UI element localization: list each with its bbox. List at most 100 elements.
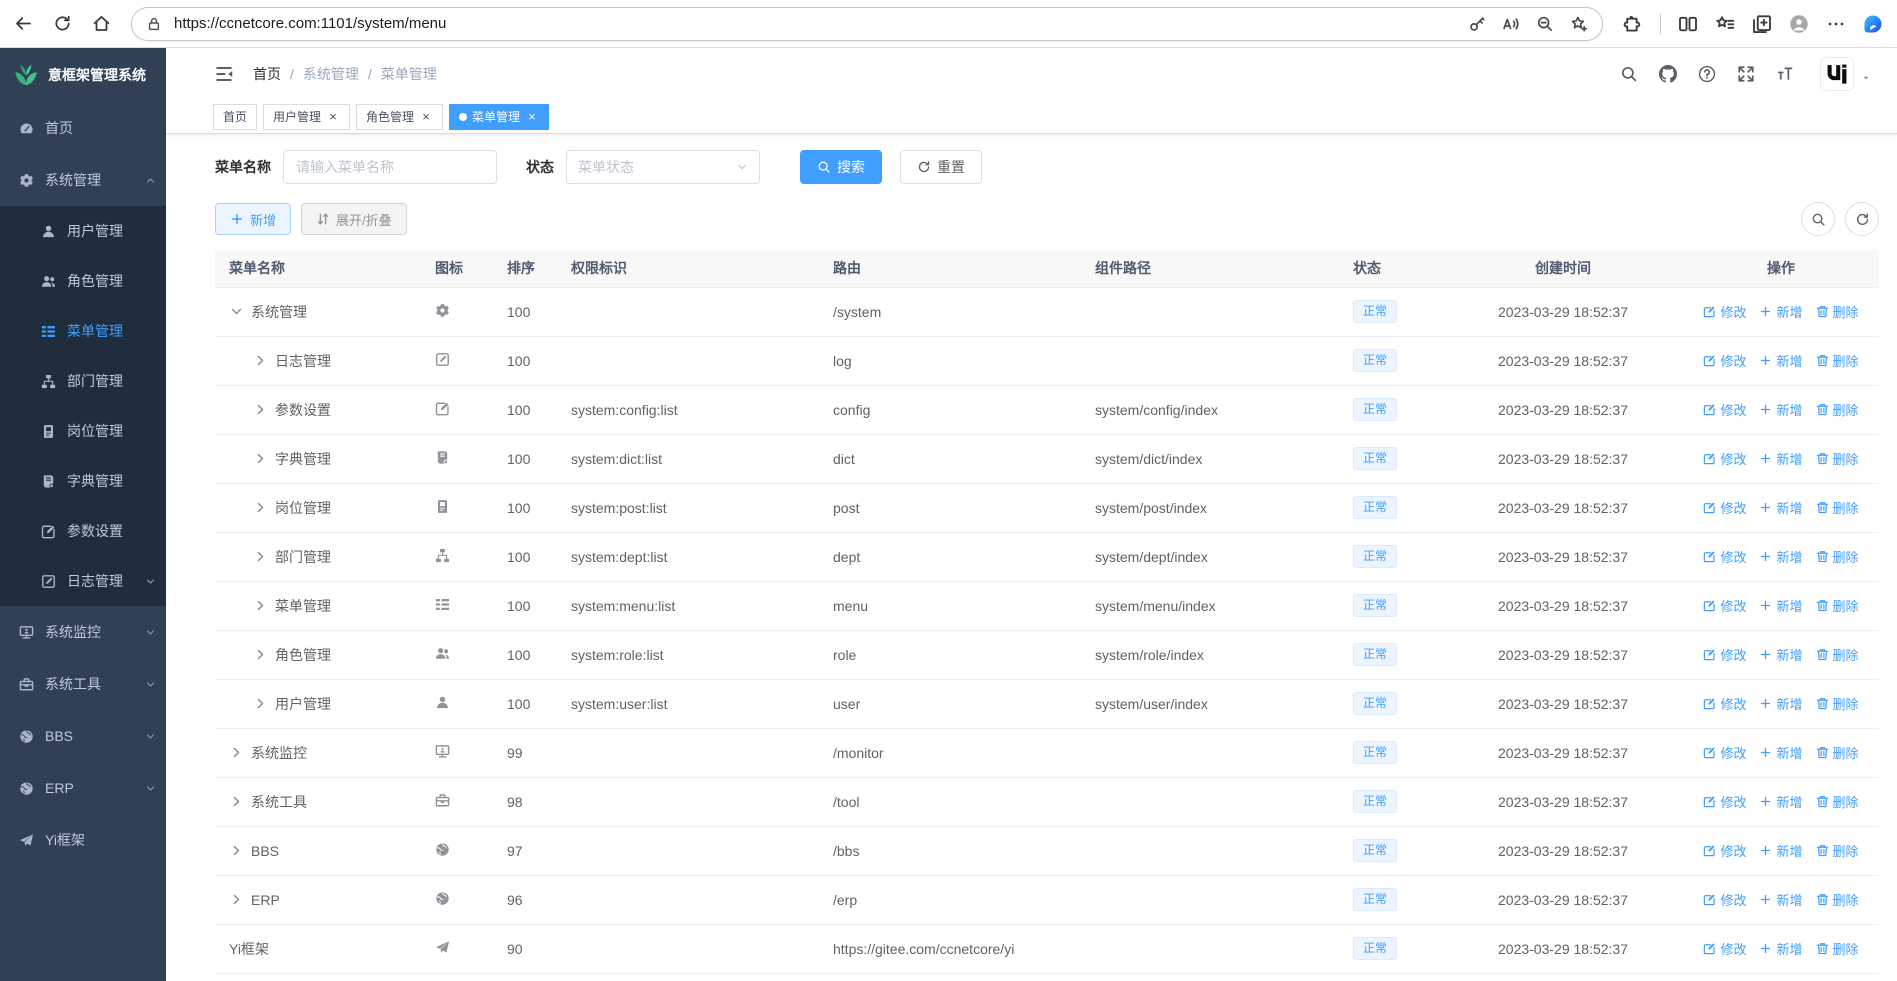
add-action[interactable]: 新增 <box>1759 449 1803 468</box>
tab-用户管理[interactable]: 用户管理 × <box>263 103 351 130</box>
add-action[interactable]: 新增 <box>1759 351 1803 370</box>
expand-collapse-button[interactable]: 展开/折叠 <box>301 203 407 235</box>
expand-row-icon[interactable] <box>229 745 244 760</box>
add-action[interactable]: 新增 <box>1759 547 1803 566</box>
tab-close-icon[interactable]: × <box>329 109 337 124</box>
avatar[interactable] <box>1820 57 1854 91</box>
expand-row-icon[interactable] <box>253 549 268 564</box>
edit-action[interactable]: 修改 <box>1703 939 1746 958</box>
tab-菜单管理[interactable]: 菜单管理 × <box>449 103 550 130</box>
delete-action[interactable]: 删除 <box>1816 547 1859 566</box>
delete-action[interactable]: 删除 <box>1816 302 1859 321</box>
add-action[interactable]: 新增 <box>1759 792 1803 811</box>
edit-action[interactable]: 修改 <box>1703 351 1746 370</box>
tab-close-icon[interactable]: × <box>528 109 536 124</box>
split-screen-icon[interactable] <box>1678 14 1698 34</box>
menu-name-input[interactable] <box>283 150 497 184</box>
delete-action[interactable]: 删除 <box>1816 743 1859 762</box>
expand-row-icon[interactable] <box>253 647 268 662</box>
sidebar-item-log-manage[interactable]: 日志管理 <box>0 556 166 606</box>
sidebar-item-post-manage[interactable]: 岗位管理 <box>0 406 166 456</box>
zoom-out-icon[interactable] <box>1536 15 1554 33</box>
reset-button[interactable]: 重置 <box>900 150 982 184</box>
edit-action[interactable]: 修改 <box>1703 498 1746 517</box>
sidebar-item-menu-manage[interactable]: 菜单管理 <box>0 306 166 356</box>
edit-action[interactable]: 修改 <box>1703 743 1746 762</box>
edit-action[interactable]: 修改 <box>1703 400 1746 419</box>
font-size-icon[interactable] <box>1776 65 1794 83</box>
bing-icon[interactable] <box>1863 14 1883 34</box>
expand-row-icon[interactable] <box>253 696 268 711</box>
expand-row-icon[interactable] <box>253 402 268 417</box>
profile-icon[interactable] <box>1789 14 1809 34</box>
tab-角色管理[interactable]: 角色管理 × <box>356 103 444 130</box>
favorites-bar-icon[interactable] <box>1715 14 1735 34</box>
add-action[interactable]: 新增 <box>1759 498 1803 517</box>
fullscreen-icon[interactable] <box>1737 65 1755 83</box>
back-icon[interactable] <box>14 14 33 33</box>
sidebar-item-config-setting[interactable]: 参数设置 <box>0 506 166 556</box>
key-icon[interactable] <box>1468 15 1486 33</box>
sidebar-item-system-tool[interactable]: 系统工具 <box>0 658 166 710</box>
add-action[interactable]: 新增 <box>1759 400 1803 419</box>
sidebar-item-dept-manage[interactable]: 部门管理 <box>0 356 166 406</box>
sidebar-item-role-manage[interactable]: 角色管理 <box>0 256 166 306</box>
refresh-table-button[interactable] <box>1845 202 1879 236</box>
expand-row-icon[interactable] <box>229 794 244 809</box>
edit-action[interactable]: 修改 <box>1703 694 1746 713</box>
home-icon[interactable] <box>92 14 111 33</box>
sidebar-item-erp[interactable]: ERP <box>0 762 166 814</box>
favorite-add-icon[interactable] <box>1570 15 1588 33</box>
user-menu[interactable] <box>1820 57 1871 91</box>
sidebar-item-system-manage[interactable]: 系统管理 <box>0 154 166 206</box>
delete-action[interactable]: 删除 <box>1816 449 1859 468</box>
add-action[interactable]: 新增 <box>1759 302 1803 321</box>
expand-row-icon[interactable] <box>229 843 244 858</box>
edit-action[interactable]: 修改 <box>1703 596 1746 615</box>
collapse-sidebar-icon[interactable] <box>214 64 234 84</box>
delete-action[interactable]: 删除 <box>1816 351 1859 370</box>
collapse-row-icon[interactable] <box>229 304 244 319</box>
sidebar-item-home[interactable]: 首页 <box>0 102 166 154</box>
tab-首页[interactable]: 首页 <box>213 103 258 130</box>
delete-action[interactable]: 删除 <box>1816 645 1859 664</box>
add-action[interactable]: 新增 <box>1759 743 1803 762</box>
more-icon[interactable] <box>1826 14 1846 34</box>
sidebar-item-yi-framework[interactable]: Yi框架 <box>0 814 166 866</box>
expand-row-icon[interactable] <box>253 598 268 613</box>
github-icon[interactable] <box>1659 65 1677 83</box>
url-bar[interactable]: https://ccnetcore.com:1101/system/menu <box>131 6 1603 41</box>
refresh-icon[interactable] <box>53 14 72 33</box>
edit-action[interactable]: 修改 <box>1703 302 1746 321</box>
status-select[interactable]: 菜单状态 <box>566 150 760 184</box>
extensions-icon[interactable] <box>1623 14 1643 34</box>
show-search-button[interactable] <box>1801 202 1835 236</box>
expand-row-icon[interactable] <box>253 353 268 368</box>
add-action[interactable]: 新增 <box>1759 596 1803 615</box>
delete-action[interactable]: 删除 <box>1816 792 1859 811</box>
collections-icon[interactable] <box>1752 14 1772 34</box>
search-button[interactable]: 搜索 <box>800 150 882 184</box>
delete-action[interactable]: 删除 <box>1816 694 1859 713</box>
delete-action[interactable]: 删除 <box>1816 498 1859 517</box>
add-action[interactable]: 新增 <box>1759 890 1803 909</box>
add-action[interactable]: 新增 <box>1759 841 1803 860</box>
question-icon[interactable] <box>1698 65 1716 83</box>
delete-action[interactable]: 删除 <box>1816 890 1859 909</box>
edit-action[interactable]: 修改 <box>1703 547 1746 566</box>
edit-action[interactable]: 修改 <box>1703 841 1746 860</box>
search-icon[interactable] <box>1620 65 1638 83</box>
expand-row-icon[interactable] <box>253 500 268 515</box>
breadcrumb-item[interactable]: 首页 <box>253 66 281 82</box>
delete-action[interactable]: 删除 <box>1816 400 1859 419</box>
delete-action[interactable]: 删除 <box>1816 841 1859 860</box>
delete-action[interactable]: 删除 <box>1816 596 1859 615</box>
edit-action[interactable]: 修改 <box>1703 449 1746 468</box>
sidebar-item-bbs[interactable]: BBS <box>0 710 166 762</box>
add-button[interactable]: 新增 <box>215 203 292 235</box>
sidebar-item-dict-manage[interactable]: 字典管理 <box>0 456 166 506</box>
sidebar-item-system-monitor[interactable]: 系统监控 <box>0 606 166 658</box>
edit-action[interactable]: 修改 <box>1703 645 1746 664</box>
edit-action[interactable]: 修改 <box>1703 792 1746 811</box>
add-action[interactable]: 新增 <box>1759 694 1803 713</box>
